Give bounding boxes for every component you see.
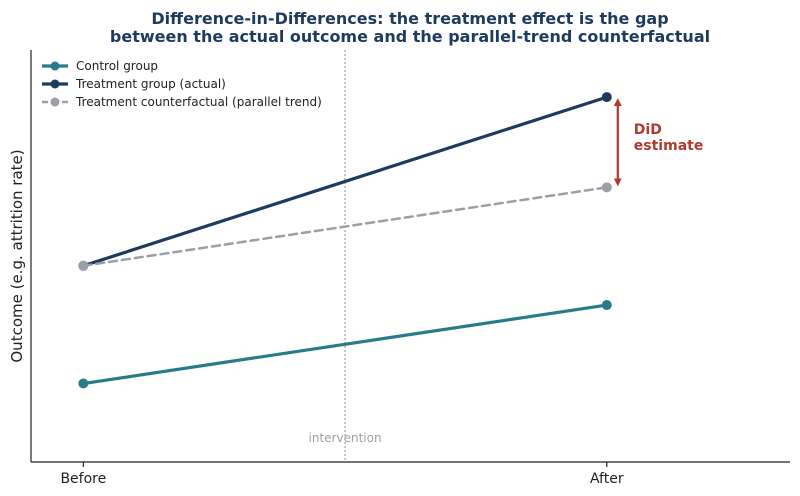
chart-title-line-1: Difference-in-Differences: the treatment… xyxy=(151,9,668,28)
series-0-point-0 xyxy=(78,378,89,389)
intervention-label: intervention xyxy=(309,431,382,445)
legend-label-1: Treatment group (actual) xyxy=(75,77,226,91)
x-ticks: Before After xyxy=(60,462,624,487)
y-axis-label: Outcome (e.g. attrition rate) xyxy=(8,149,26,362)
legend-label-2: Treatment counterfactual (parallel trend… xyxy=(75,95,322,109)
legend-swatch-marker-1 xyxy=(50,79,60,89)
series-2-point-0 xyxy=(78,260,89,271)
series-0-point-1 xyxy=(601,300,612,311)
legend-swatch-marker-2 xyxy=(50,97,60,107)
legend-swatch-marker-0 xyxy=(50,61,60,71)
series-line-0 xyxy=(81,303,609,386)
series-line-2 xyxy=(82,186,609,268)
series-line-1 xyxy=(81,95,609,268)
chart-title: Difference-in-Differences: the treatment… xyxy=(110,9,710,46)
chart-title-line-2: between the actual outcome and the paral… xyxy=(110,27,710,46)
did-annotation-line-1: estimate xyxy=(634,138,704,154)
legend-label-0: Control group xyxy=(76,59,158,73)
series-1-point-1 xyxy=(601,92,612,103)
series-2-point-1 xyxy=(601,182,612,193)
x-tick-label-0: Before xyxy=(60,471,106,487)
did-annotation-line-0: DiD xyxy=(634,122,662,138)
x-tick-label-1: After xyxy=(590,471,624,487)
legend: Control group Treatment group (actual) Tre… xyxy=(42,59,322,109)
